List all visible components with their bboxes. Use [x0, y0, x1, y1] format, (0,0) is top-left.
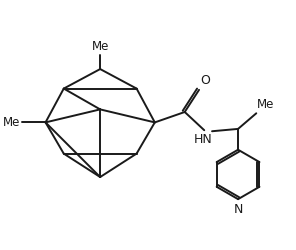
Text: Me: Me	[91, 40, 109, 53]
Text: Me: Me	[257, 98, 274, 111]
Text: O: O	[200, 74, 210, 87]
Text: N: N	[233, 203, 243, 216]
Text: HN: HN	[194, 133, 212, 146]
Text: Me: Me	[3, 116, 20, 129]
